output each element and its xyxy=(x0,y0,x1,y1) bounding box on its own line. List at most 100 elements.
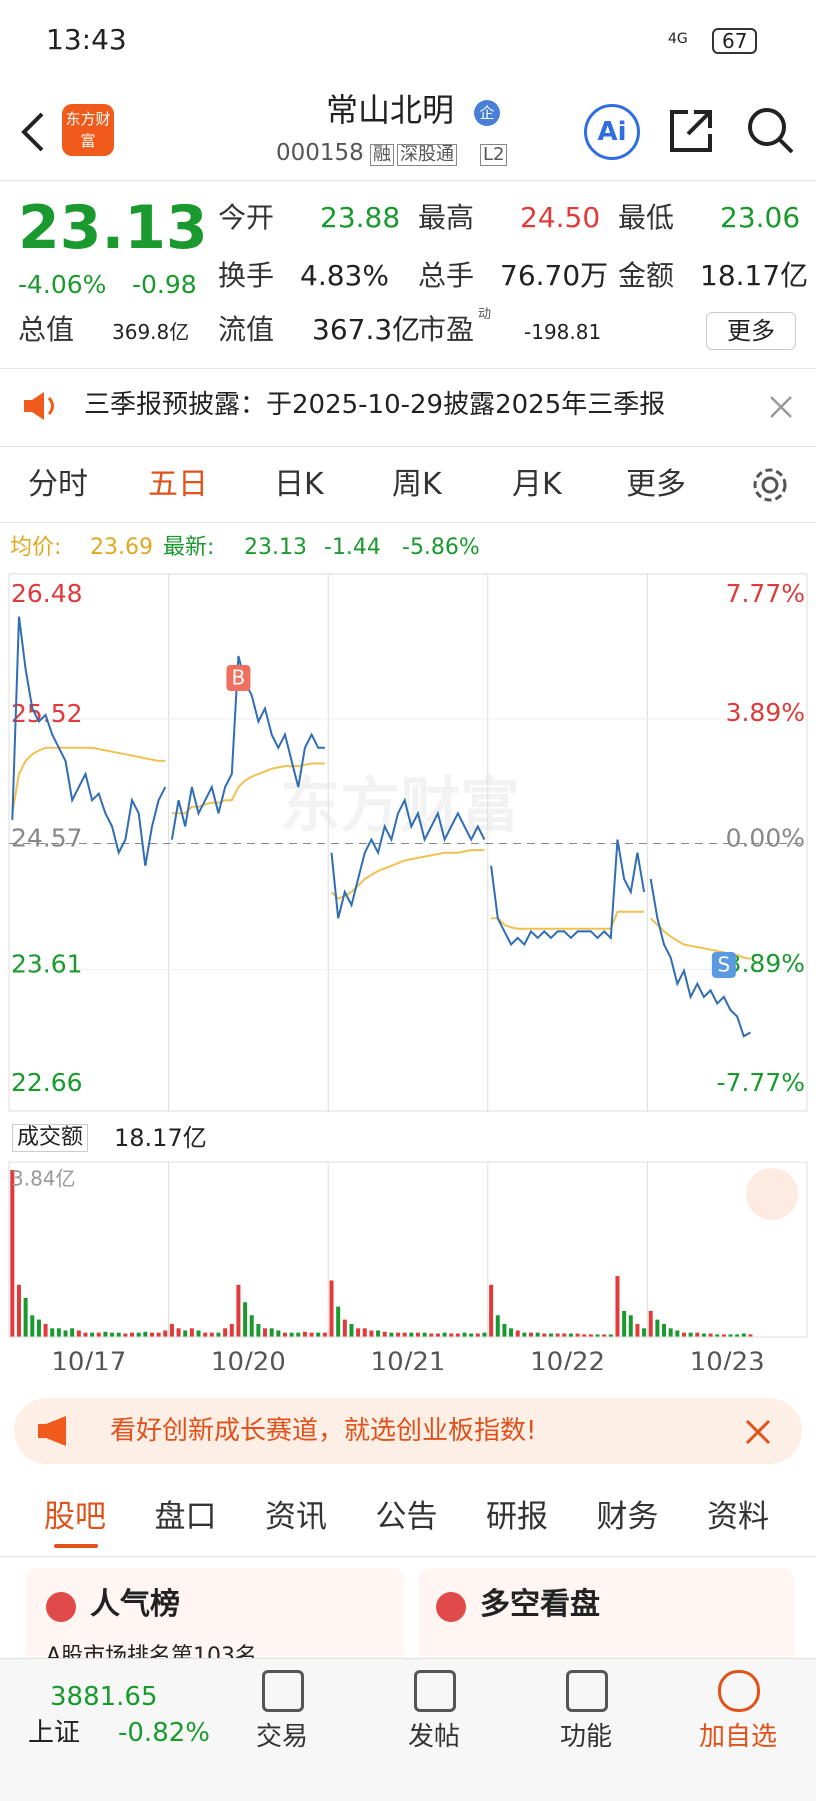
avg-label: 均价: xyxy=(10,535,62,560)
chart-tab[interactable]: 月K xyxy=(512,467,562,502)
volume-bar xyxy=(409,1332,414,1337)
volume-bar xyxy=(269,1328,274,1337)
volume-bar xyxy=(336,1306,341,1337)
price-line xyxy=(490,839,646,947)
ad-icon xyxy=(38,1416,66,1446)
volume-bar xyxy=(681,1332,686,1337)
volume-bar xyxy=(429,1333,434,1337)
volume-bar xyxy=(495,1315,500,1337)
nav-item[interactable]: 加自选 xyxy=(698,1722,777,1752)
volume-bar xyxy=(189,1328,194,1337)
volume-bar xyxy=(515,1330,520,1337)
tag: 深股通 xyxy=(397,144,457,166)
field-value: 23.06 xyxy=(720,201,801,234)
stock-name: 常山北明 xyxy=(326,91,455,129)
index-value: 3881.65 xyxy=(50,1682,158,1712)
volume-bar xyxy=(36,1319,41,1337)
latest-pct: -5.86% xyxy=(402,535,480,560)
volume-bar xyxy=(402,1332,407,1337)
index-name: 上证 xyxy=(28,1718,81,1748)
share[interactable] xyxy=(668,108,714,154)
section-tab[interactable]: 财务 xyxy=(596,1499,659,1535)
y-tick-label: 24.57 xyxy=(11,824,83,853)
chart-tab[interactable]: 分时 xyxy=(28,467,88,502)
volume-bar xyxy=(582,1334,587,1337)
volume-bar xyxy=(316,1332,321,1337)
volume-bar xyxy=(588,1334,593,1337)
volume-bar xyxy=(183,1330,188,1337)
nav-icon[interactable] xyxy=(414,1670,456,1712)
back[interactable] xyxy=(16,110,50,154)
field-value: 367.3亿 xyxy=(312,313,421,346)
chart-tab[interactable]: 五日 xyxy=(148,467,208,502)
latest-change: -1.44 xyxy=(324,535,381,560)
field-label: 金额 xyxy=(618,259,675,292)
trade-marker-bg xyxy=(226,664,251,691)
x-tick-label: 10/17 xyxy=(51,1348,126,1371)
ai-button[interactable]: Ai xyxy=(584,104,640,160)
volume-bar xyxy=(329,1280,334,1337)
volume-bar xyxy=(475,1333,480,1337)
section-tab[interactable]: 股吧 xyxy=(44,1499,106,1535)
notice[interactable]: 三季报预披露：于2025-10-29披露2025年三季报 xyxy=(84,390,666,420)
nav-icon[interactable] xyxy=(718,1670,760,1712)
settings[interactable] xyxy=(750,465,790,505)
volume-bar xyxy=(522,1332,527,1337)
volume-bar xyxy=(356,1328,361,1337)
field-sup: 动 xyxy=(478,307,492,322)
volume-bar xyxy=(296,1332,301,1337)
volume-bar xyxy=(735,1334,740,1337)
volume-bar xyxy=(116,1332,121,1337)
volume-bar xyxy=(529,1332,534,1337)
section-tab[interactable]: 研报 xyxy=(486,1499,548,1535)
volume-bar xyxy=(156,1332,161,1337)
price-line xyxy=(649,878,752,1038)
volume-bar xyxy=(309,1332,314,1337)
volume-bar xyxy=(642,1328,647,1337)
field-value: 18.17亿 xyxy=(700,259,809,292)
battery: 67 xyxy=(712,28,758,54)
volume-bar xyxy=(715,1334,720,1337)
volume-bar xyxy=(415,1332,420,1337)
nav-item[interactable]: 功能 xyxy=(559,1722,612,1752)
volume-bar xyxy=(243,1302,248,1337)
chart-tab[interactable]: 更多 xyxy=(626,467,686,502)
chart-tab[interactable]: 日K xyxy=(274,467,324,502)
volume-bar xyxy=(721,1334,726,1337)
more-button[interactable]: 更多 xyxy=(706,312,796,350)
volume-bar xyxy=(263,1328,268,1337)
volume-bar xyxy=(548,1333,553,1337)
chart-tab[interactable]: 周K xyxy=(392,467,442,502)
ad-text[interactable]: 看好创新成长赛道，就选创业板指数! xyxy=(110,1416,537,1446)
field-label: 今开 xyxy=(218,201,275,234)
section-tab[interactable]: 公告 xyxy=(375,1499,438,1535)
volume-bar xyxy=(608,1334,613,1337)
volume-bar xyxy=(10,1170,15,1337)
section-tab[interactable]: 盘口 xyxy=(154,1499,217,1535)
ad-close[interactable] xyxy=(744,1418,772,1446)
nav-item[interactable]: 发帖 xyxy=(407,1722,460,1752)
close[interactable] xyxy=(768,394,794,420)
field-label: 最高 xyxy=(418,201,475,234)
section-tab[interactable]: 资讯 xyxy=(265,1499,327,1535)
expand[interactable] xyxy=(746,1168,798,1220)
volume-bar xyxy=(143,1331,148,1337)
search[interactable] xyxy=(746,106,796,156)
volume-bar xyxy=(575,1333,580,1337)
volume-bar xyxy=(149,1332,154,1337)
volume-bar xyxy=(349,1323,354,1337)
volume-toggle[interactable]: 成交额 xyxy=(12,1124,89,1152)
volume-bar xyxy=(169,1323,174,1337)
field-value: 4.83% xyxy=(300,259,389,292)
volume-bar xyxy=(23,1297,28,1337)
nav-item[interactable]: 交易 xyxy=(255,1722,308,1752)
nav-icon[interactable] xyxy=(262,1670,304,1712)
volume-bar xyxy=(662,1323,667,1337)
section-tab[interactable]: 资料 xyxy=(707,1499,769,1535)
volume-bar xyxy=(455,1333,460,1337)
volume-bar xyxy=(50,1328,55,1337)
ad-banner[interactable] xyxy=(14,1398,802,1464)
volume-bar xyxy=(342,1319,347,1337)
nav-icon[interactable] xyxy=(566,1670,608,1712)
volume-bar xyxy=(728,1334,733,1337)
